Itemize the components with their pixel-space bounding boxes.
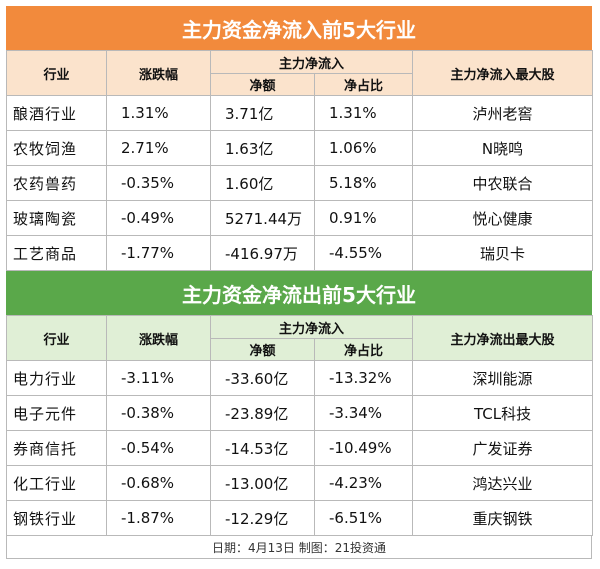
header-change: 涨跌幅 [106, 50, 211, 96]
inflow-header-row: 行业 涨跌幅 主力净流入 主力净流入最大股 [6, 50, 594, 96]
header-net-amount: 净额 [210, 73, 315, 96]
cell-net-amount: -23.89亿 [210, 395, 315, 431]
cell-change: -0.38% [106, 395, 211, 431]
table-row: 钢铁行业 -1.87% -12.29亿 -6.51% 重庆钢铁 [6, 500, 594, 536]
outflow-header-row: 行业 涨跌幅 主力净流入 主力净流出最大股 [6, 315, 594, 361]
cell-top-stock: 重庆钢铁 [412, 500, 594, 536]
cell-industry: 钢铁行业 [6, 500, 107, 536]
table-row: 农药兽药 -0.35% 1.60亿 5.18% 中农联合 [6, 165, 594, 201]
cell-top-stock: 瑞贝卡 [412, 235, 594, 271]
header-industry: 行业 [6, 315, 107, 361]
table-row: 电子元件 -0.38% -23.89亿 -3.34% TCL科技 [6, 395, 594, 431]
cell-net-amount: 1.60亿 [210, 165, 315, 201]
cell-net-ratio: 1.06% [313, 130, 414, 166]
footer-text: 日期：4月13日 制图：21投资通 [212, 540, 386, 555]
cell-net-amount: -13.00亿 [210, 465, 315, 501]
cell-net-ratio: -13.32% [313, 360, 414, 396]
footer-credit: 日期：4月13日 制图：21投资通 [6, 536, 592, 559]
cell-net-amount: 3.71亿 [210, 95, 315, 131]
table-row: 玻璃陶瓷 -0.49% 5271.44万 0.91% 悦心健康 [6, 200, 594, 236]
cell-top-stock: 泸州老窖 [412, 95, 594, 131]
cell-industry: 电子元件 [6, 395, 107, 431]
table-row: 化工行业 -0.68% -13.00亿 -4.23% 鸿达兴业 [6, 465, 594, 501]
header-top-stock: 主力净流入最大股 [412, 50, 594, 96]
cell-industry: 农药兽药 [6, 165, 107, 201]
header-net-ratio: 净占比 [313, 73, 414, 96]
table-row: 工艺商品 -1.77% -416.97万 -4.55% 瑞贝卡 [6, 235, 594, 271]
cell-top-stock: 广发证券 [412, 430, 594, 466]
cell-net-ratio: -10.49% [313, 430, 414, 466]
cell-industry: 玻璃陶瓷 [6, 200, 107, 236]
cell-net-amount: 1.63亿 [210, 130, 315, 166]
cell-net-amount: -33.60亿 [210, 360, 315, 396]
cell-net-ratio: -3.34% [313, 395, 414, 431]
cell-net-ratio: -4.23% [313, 465, 414, 501]
cell-change: 1.31% [106, 95, 211, 131]
inflow-subheader-row: 净额 净占比 [7, 73, 593, 96]
header-net-amount: 净额 [210, 338, 315, 361]
outflow-title: 主力资金净流出前5大行业 [182, 282, 416, 307]
table-row: 农牧饲渔 2.71% 1.63亿 1.06% N晓鸣 [6, 130, 594, 166]
cell-top-stock: TCL科技 [412, 395, 594, 431]
outflow-table: 行业 涨跌幅 主力净流入 主力净流出最大股 净额 净占比 电力行业 -3.11%… [6, 315, 594, 536]
header-net-ratio: 净占比 [313, 338, 414, 361]
cell-top-stock: N晓鸣 [412, 130, 594, 166]
cell-top-stock: 鸿达兴业 [412, 465, 594, 501]
cell-industry: 化工行业 [6, 465, 107, 501]
inflow-title-band: 主力资金净流入前5大行业 [6, 6, 592, 50]
cell-industry: 农牧饲渔 [6, 130, 107, 166]
table-row: 电力行业 -3.11% -33.60亿 -13.32% 深圳能源 [6, 360, 594, 396]
cell-top-stock: 深圳能源 [412, 360, 594, 396]
cell-net-ratio: -4.55% [313, 235, 414, 271]
cell-change: -0.35% [106, 165, 211, 201]
cell-change: 2.71% [106, 130, 211, 166]
cell-change: -1.87% [106, 500, 211, 536]
header-industry: 行业 [6, 50, 107, 96]
cell-top-stock: 悦心健康 [412, 200, 594, 236]
cell-net-amount: 5271.44万 [210, 200, 315, 236]
cell-change: -0.49% [106, 200, 211, 236]
cell-change: -3.11% [106, 360, 211, 396]
outflow-subheader-row: 净额 净占比 [7, 338, 593, 361]
inflow-table: 行业 涨跌幅 主力净流入 主力净流入最大股 净额 净占比 酿酒行业 1.31% … [6, 50, 594, 271]
cell-industry: 酿酒行业 [6, 95, 107, 131]
cell-industry: 工艺商品 [6, 235, 107, 271]
cell-net-amount: -14.53亿 [210, 430, 315, 466]
header-top-stock: 主力净流出最大股 [412, 315, 594, 361]
cell-top-stock: 中农联合 [412, 165, 594, 201]
cell-change: -1.77% [106, 235, 211, 271]
cell-change: -0.54% [106, 430, 211, 466]
inflow-title: 主力资金净流入前5大行业 [182, 17, 416, 42]
cell-industry: 券商信托 [6, 430, 107, 466]
outflow-title-band: 主力资金净流出前5大行业 [6, 271, 592, 315]
table-row: 券商信托 -0.54% -14.53亿 -10.49% 广发证券 [6, 430, 594, 466]
cell-net-ratio: 1.31% [313, 95, 414, 131]
cell-net-amount: -416.97万 [210, 235, 315, 271]
header-change: 涨跌幅 [106, 315, 211, 361]
table-row: 酿酒行业 1.31% 3.71亿 1.31% 泸州老窖 [6, 95, 594, 131]
cell-net-ratio: 5.18% [313, 165, 414, 201]
capital-flow-report: 主力资金净流入前5大行业 行业 涨跌幅 主力净流入 主力净流入最大股 净额 净占… [6, 6, 594, 559]
cell-change: -0.68% [106, 465, 211, 501]
header-main-flow: 主力净流入 [209, 315, 414, 339]
cell-industry: 电力行业 [6, 360, 107, 396]
header-main-flow: 主力净流入 [209, 50, 414, 74]
cell-net-amount: -12.29亿 [210, 500, 315, 536]
cell-net-ratio: 0.91% [313, 200, 414, 236]
cell-net-ratio: -6.51% [313, 500, 414, 536]
